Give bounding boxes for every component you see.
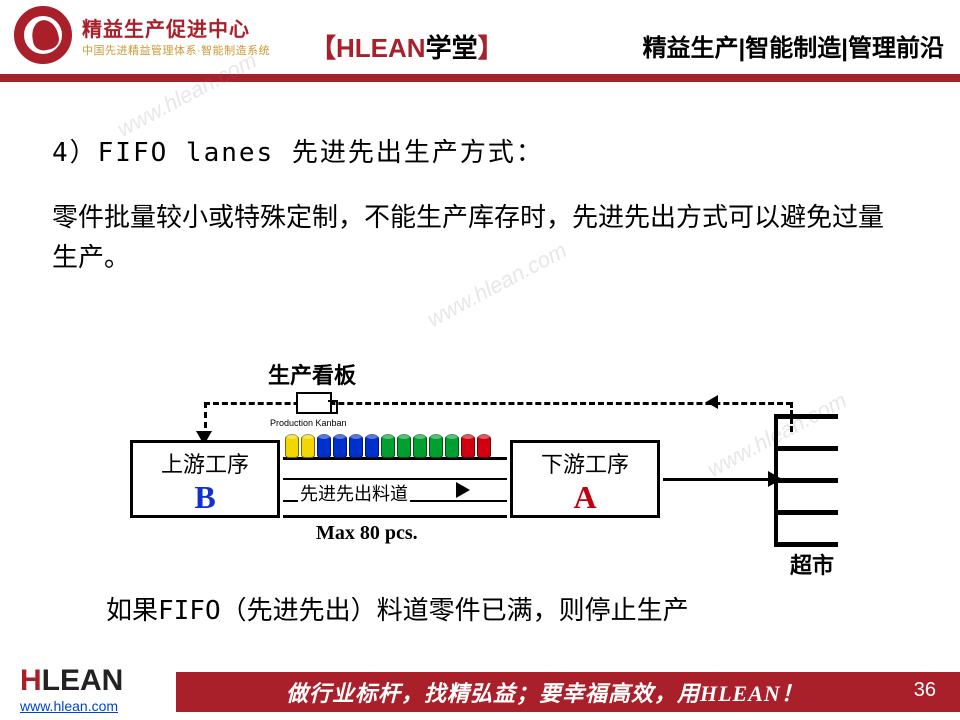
footer-left: HLEAN www.hlean.com — [20, 664, 123, 714]
bracket-left: 【 — [310, 33, 336, 63]
supermarket-label: 超市 — [790, 548, 834, 580]
brand-h: H — [20, 664, 42, 697]
part-cylinder — [461, 434, 475, 458]
lane-border — [283, 515, 507, 518]
logo-text: 精益生产促进中心 中国先进精益管理体系·智能制造系统 — [82, 13, 270, 58]
header-red-bar — [0, 74, 960, 82]
max-capacity-label: Max 80 pcs. — [316, 522, 418, 545]
kanban-card-icon — [296, 392, 332, 414]
logo-area: 精益生产促进中心 中国先进精益管理体系·智能制造系统 — [14, 6, 270, 64]
part-cylinder — [333, 434, 347, 458]
process-a-letter: A — [513, 479, 657, 516]
kanban-label: 生产看板 — [268, 358, 356, 390]
part-cylinder — [477, 434, 491, 458]
lane-label: 先进先出料道 — [298, 480, 410, 506]
part-cylinder — [285, 434, 299, 458]
supermarket-icon — [774, 414, 794, 544]
part-cylinder — [445, 434, 459, 458]
process-a-title: 下游工序 — [513, 447, 657, 479]
part-cylinder — [397, 434, 411, 458]
section-title: 4）FIFO lanes 先进先出生产方式： — [52, 132, 544, 169]
part-cylinder — [349, 434, 363, 458]
dash-seg — [204, 402, 792, 405]
fifo-diagram: 生产看板 Production Kanban 上游工序 B 先进先出料道 Max… — [100, 302, 840, 562]
a-to-supermarket-line — [663, 478, 771, 481]
process-b-letter: B — [133, 479, 277, 516]
part-cylinder — [429, 434, 443, 458]
part-cylinder — [365, 434, 379, 458]
footer-brand: HLEAN — [20, 664, 123, 698]
process-b-title: 上游工序 — [133, 447, 277, 479]
arrow-left-icon — [706, 395, 718, 409]
process-a-box: 下游工序 A — [510, 440, 660, 518]
footer-url[interactable]: www.hlean.com — [20, 698, 123, 714]
footer: HLEAN www.hlean.com 做行业标杆，找精弘益；要幸福高效，用HL… — [0, 664, 960, 720]
part-cylinder — [381, 434, 395, 458]
logo-icon — [14, 6, 72, 64]
part-cylinder — [301, 434, 315, 458]
supermarket-shelf — [774, 414, 838, 419]
bracket-right: 】 — [478, 33, 504, 63]
header: 精益生产促进中心 中国先进精益管理体系·智能制造系统 【HLEAN学堂】 精益生… — [0, 0, 960, 74]
xuetang-word: 学堂 — [426, 33, 478, 63]
header-right: 精益生产|智能制造|管理前沿 — [643, 28, 944, 63]
page-number: 36 — [914, 679, 936, 702]
supermarket-shelf — [774, 446, 838, 451]
brand-rest: LEAN — [42, 664, 124, 697]
part-cylinder — [413, 434, 427, 458]
logo-title: 精益生产促进中心 — [82, 13, 270, 42]
process-b-box: 上游工序 B — [130, 440, 280, 518]
header-center: 【HLEAN学堂】 — [310, 28, 504, 65]
footer-slogan: 做行业标杆，找精弘益；要幸福高效，用HLEAN！ — [286, 676, 804, 708]
footer-slogan-bar: 做行业标杆，找精弘益；要幸福高效，用HLEAN！ — [176, 672, 960, 712]
part-cylinder — [317, 434, 331, 458]
arrow-right-icon — [456, 482, 470, 498]
bottom-note: 如果FIFO（先进先出）料道零件已满，则停止生产 — [106, 590, 689, 627]
logo-subtitle: 中国先进精益管理体系·智能制造系统 — [82, 42, 270, 58]
section-paragraph: 零件批量较小或特殊定制，不能生产库存时，先进先出方式可以避免过量生产。 — [52, 198, 902, 278]
supermarket-shelf — [774, 478, 838, 483]
hlean-word: HLEAN — [336, 33, 426, 63]
fifo-parts — [285, 434, 491, 458]
supermarket-shelf — [774, 510, 838, 515]
production-kanban-en: Production Kanban — [270, 418, 347, 428]
supermarket-shelf — [774, 542, 838, 547]
